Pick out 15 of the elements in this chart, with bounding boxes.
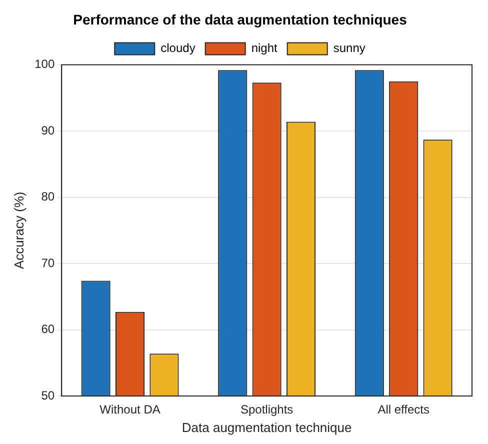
y-tick-label: 90 <box>41 123 55 138</box>
x-tick-label: Spotlights <box>240 402 294 417</box>
legend-label: sunny <box>333 41 366 56</box>
y-tick-label: 50 <box>41 388 55 402</box>
y-tick-label: 80 <box>41 190 55 204</box>
legend-label: night <box>251 41 278 56</box>
chart-title: Performance of the data augmentation techniques <box>73 11 408 28</box>
y-tick-label: 70 <box>41 256 55 270</box>
x-tick-label: Without DA <box>100 402 160 417</box>
y-axis-title: Accuracy (%) <box>11 192 26 270</box>
x-axis-title: Data augmentation technique <box>182 420 352 435</box>
x-tick-label: All effects <box>378 402 430 417</box>
legend-label: cloudy <box>160 41 196 56</box>
y-tick-label: 60 <box>41 322 55 336</box>
y-tick-label: 100 <box>34 57 55 72</box>
